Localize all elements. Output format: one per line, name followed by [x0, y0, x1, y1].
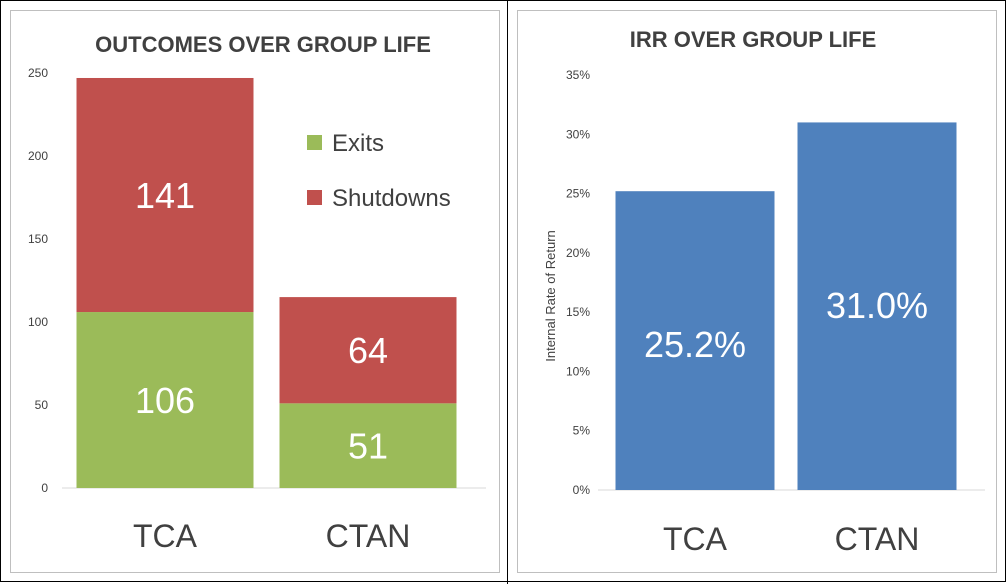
legend-swatch-exits	[307, 135, 322, 150]
left-bar-exits-tca	[76, 312, 254, 488]
right-category-label: CTAN	[835, 521, 920, 557]
left-bar-shutdowns-ctan	[279, 297, 457, 404]
left-bar-exits-ctan	[279, 403, 457, 488]
panel-divider	[507, 0, 508, 584]
legend-label-exits: Exits	[332, 130, 384, 157]
left-bar-shutdowns-tca	[76, 77, 254, 313]
right-y-tick-label: 10%	[566, 364, 590, 378]
left-category-label: CTAN	[326, 518, 411, 554]
right-category-label: TCA	[663, 521, 728, 557]
right-y-tick-label: 35%	[566, 68, 590, 82]
right-y-tick-label: 5%	[573, 424, 591, 438]
right-y-tick-label: 30%	[566, 127, 590, 141]
right-bar-tca	[615, 191, 775, 490]
right-bar-ctan	[797, 122, 957, 490]
left-y-tick-label: 50	[35, 398, 49, 412]
right-y-tick-label: 0%	[573, 483, 591, 497]
left-data-label-shutdowns-tca: 141	[135, 175, 195, 216]
right-y-tick-label: 15%	[566, 305, 590, 319]
left-y-tick-label: 150	[28, 232, 48, 246]
legend-swatch-shutdowns	[307, 190, 322, 205]
left-chart-title: OUTCOMES OVER GROUP LIFE	[95, 32, 431, 57]
chart-marks: 0 50 100 150 200 250 106 141 TCA 51 64 CTAN Exits Shu…	[28, 66, 985, 557]
legend-label-shutdowns: Shutdowns	[332, 185, 451, 212]
right-y-tick-label: 25%	[566, 187, 590, 201]
right-data-label-tca: 25.2%	[644, 324, 746, 365]
left-y-tick-label: 200	[28, 149, 48, 163]
left-y-tick-label: 0	[41, 481, 48, 495]
left-data-label-exits-tca: 106	[135, 380, 195, 421]
left-y-tick-label: 250	[28, 66, 48, 80]
left-category-label: TCA	[133, 518, 198, 554]
right-chart-y-axis-label: Internal Rate of Return	[543, 230, 558, 362]
left-y-tick-label: 100	[28, 315, 48, 329]
left-data-label-exits-ctan: 51	[348, 426, 388, 467]
right-data-label-ctan: 31.0%	[826, 285, 928, 326]
left-data-label-shutdowns-ctan: 64	[348, 330, 388, 371]
right-chart-title: IRR OVER GROUP LIFE	[630, 27, 877, 52]
right-y-tick-label: 20%	[566, 246, 590, 260]
